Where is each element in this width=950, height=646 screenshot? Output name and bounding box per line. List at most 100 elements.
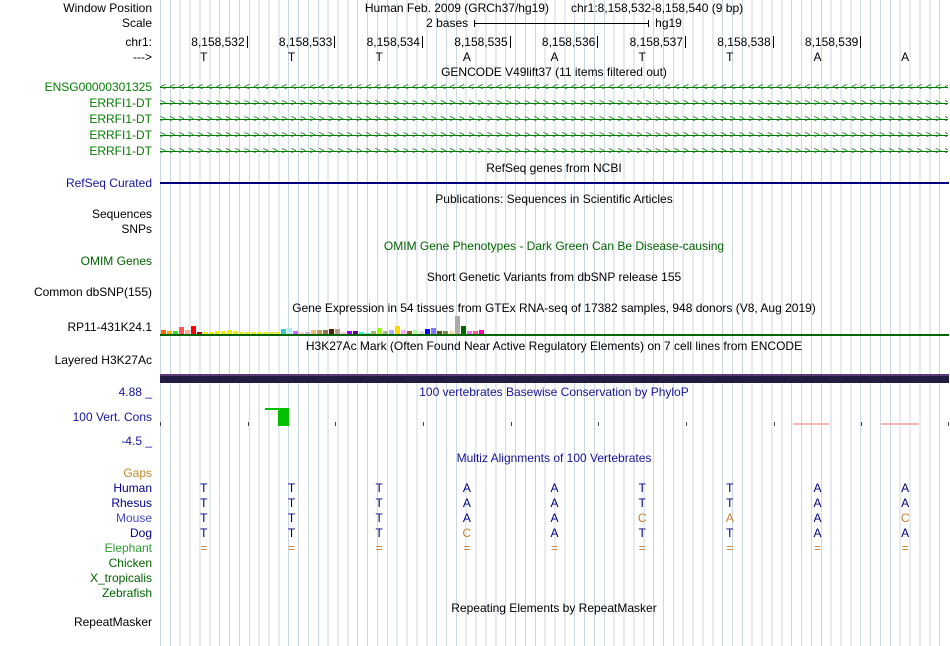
gtex-expression-bar <box>365 333 370 334</box>
gencode-item-label[interactable]: ERRFI1-DT <box>89 144 152 158</box>
alignment-base: A <box>550 511 559 525</box>
gencode-item-label[interactable]: ENSG00000301325 <box>44 80 152 94</box>
baseline-tick <box>510 422 512 426</box>
alignment-base: = <box>287 541 295 555</box>
gtex-expression-bar <box>401 330 406 334</box>
gencode-item-row: ERRFI1-DT >>>>>>>>>>>>>>>>>>>>>>>>>>>>>>>… <box>0 113 950 126</box>
alignment-base: = <box>550 541 558 555</box>
base-letter: A <box>462 50 471 64</box>
transcript-arrows[interactable]: <<<<<<<<<<<<<<<<<<<<<<<<<<<<<<<<<<<<<<<<… <box>160 82 948 93</box>
baseline-tick <box>686 422 687 426</box>
alignment-base: T <box>638 496 646 510</box>
vertical-guidelines <box>160 0 949 646</box>
alignment-base: T <box>200 481 208 495</box>
multiz-species-row: X_tropicalis <box>0 572 950 585</box>
alignment-base: A <box>725 511 734 525</box>
phylop-header-row: 4.88 _ 100 vertebrates Basewise Conserva… <box>0 386 950 399</box>
gtex-expression-bar <box>173 331 178 334</box>
baseline-tick <box>423 422 424 426</box>
gtex-expression-bar <box>299 332 304 334</box>
species-label[interactable]: Dog <box>129 526 152 540</box>
sequences-track-label[interactable]: Sequences <box>91 207 152 221</box>
scale-row: Scale 2 bases hg19 <box>0 17 950 30</box>
transcript-arrows[interactable]: >>>>>>>>>>>>>>>>>>>>>>>>>>>>>>>>>>>>>>>>… <box>160 146 948 157</box>
direction-label: ---> <box>133 50 152 64</box>
gtex-expression-bar <box>185 330 190 334</box>
gencode-item-row: ERRFI1-DT >>>>>>>>>>>>>>>>>>>>>>>>>>>>>>>… <box>0 145 950 158</box>
h3k27ac-label[interactable]: Layered H3K27Ac <box>54 353 152 367</box>
refseq-curated-line[interactable] <box>160 182 949 184</box>
alignment-base: A <box>813 511 822 525</box>
h3k27ac-signal-band[interactable] <box>160 374 949 383</box>
transcript-arrows[interactable]: >>>>>>>>>>>>>>>>>>>>>>>>>>>>>>>>>>>>>>>>… <box>160 114 948 125</box>
species-label[interactable]: Rhesus <box>111 496 152 510</box>
gtex-expression-bar <box>323 330 328 334</box>
alignment-base: = <box>726 541 734 555</box>
conservation-negative-line <box>793 423 829 425</box>
alignment-base: C <box>637 511 647 525</box>
species-label[interactable]: Human <box>113 481 152 495</box>
gencode-item-label[interactable]: ERRFI1-DT <box>89 96 152 110</box>
gencode-item-label[interactable]: ERRFI1-DT <box>89 128 152 142</box>
alignment-base: T <box>375 511 383 525</box>
alignment-base: A <box>901 526 910 540</box>
gtex-expression-bar <box>227 330 232 334</box>
multiz-species-row: Rhesus T T T A A T T A A <box>0 497 950 510</box>
species-label[interactable]: X_tropicalis <box>89 571 152 585</box>
gtex-row: RP11-431K24.1 <box>0 321 950 334</box>
alignment-base: T <box>375 526 383 540</box>
gtex-expression-bar <box>431 328 436 334</box>
gtex-expression-bar <box>257 332 262 334</box>
base-position-ruler[interactable]: 8,158,532 8,158,533 8,158,534 8,158,535 8,15… <box>160 36 949 49</box>
coordinate-label: 8,158,538 <box>686 36 774 48</box>
multiz-species-row: Zebrafish <box>0 587 950 600</box>
base-letter: T <box>287 50 296 64</box>
dbsnp-label[interactable]: Common dbSNP(155) <box>33 285 152 299</box>
transcript-arrows[interactable]: >>>>>>>>>>>>>>>>>>>>>>>>>>>>>>>>>>>>>>>>… <box>160 130 948 141</box>
repeatmasker-label[interactable]: RepeatMasker <box>73 615 152 629</box>
publications-title: Publications: Sequences in Scientific Ar… <box>435 192 673 206</box>
species-label[interactable]: Chicken <box>108 556 152 570</box>
alignment-base: T <box>287 496 296 510</box>
phylop-track-label[interactable]: 100 Vert. Cons <box>72 410 152 424</box>
gaps-label[interactable]: Gaps <box>123 466 152 480</box>
species-label[interactable]: Zebrafish <box>101 586 152 600</box>
alignment-base: T <box>726 526 734 540</box>
base-letter: T <box>638 50 646 64</box>
gtex-gene-label[interactable]: RP11-431K24.1 <box>67 320 152 334</box>
gtex-expression-bar <box>197 332 202 334</box>
alignment-base: T <box>726 496 734 510</box>
gtex-barchart[interactable] <box>161 316 484 334</box>
gtex-expression-bar <box>329 329 334 334</box>
reference-bases-row: ---> T T T A A T T A A <box>0 51 950 64</box>
baseline-tick <box>335 422 337 426</box>
snps-track-label[interactable]: SNPs <box>121 222 152 236</box>
alignment-base: T <box>375 496 383 510</box>
omim-row: OMIM Genes <box>0 255 950 268</box>
omim-genes-label[interactable]: OMIM Genes <box>80 254 152 268</box>
h3k27ac-row: Layered H3K27Ac <box>0 354 950 367</box>
baseline-tick <box>598 422 600 426</box>
window-position-label: Window Position <box>63 1 152 15</box>
coordinate-label: 8,158,535 <box>423 36 511 48</box>
species-label[interactable]: Elephant <box>104 541 152 555</box>
alignment-base: = <box>463 541 471 555</box>
species-label[interactable]: Mouse <box>115 511 152 525</box>
coordinate-label: 8,158,536 <box>511 36 599 48</box>
window-position-row: Window Position Human Feb. 2009 (GRCh37/… <box>0 2 950 15</box>
multiz-title: Multiz Alignments of 100 Vertebrates <box>456 451 652 465</box>
scale-group: 2 bases hg19 <box>160 17 948 30</box>
dbsnp-title: Short Genetic Variants from dbSNP releas… <box>426 270 682 284</box>
conservation-track[interactable] <box>160 404 949 430</box>
gtex-expression-bar <box>389 330 394 334</box>
base-letter: T <box>200 50 208 64</box>
alignment-base: = <box>638 541 646 555</box>
alignment-base: T <box>200 511 208 525</box>
gencode-item-label[interactable]: ERRFI1-DT <box>89 112 152 126</box>
transcript-arrows[interactable]: >>>>>>>>>>>>>>>>>>>>>>>>>>>>>>>>>>>>>>>>… <box>160 98 948 109</box>
refseq-curated-label[interactable]: RefSeq Curated <box>65 176 152 190</box>
assembly-text: Human Feb. 2009 (GRCh37/hg19) <box>364 1 549 15</box>
alignment-base: C <box>462 526 472 540</box>
